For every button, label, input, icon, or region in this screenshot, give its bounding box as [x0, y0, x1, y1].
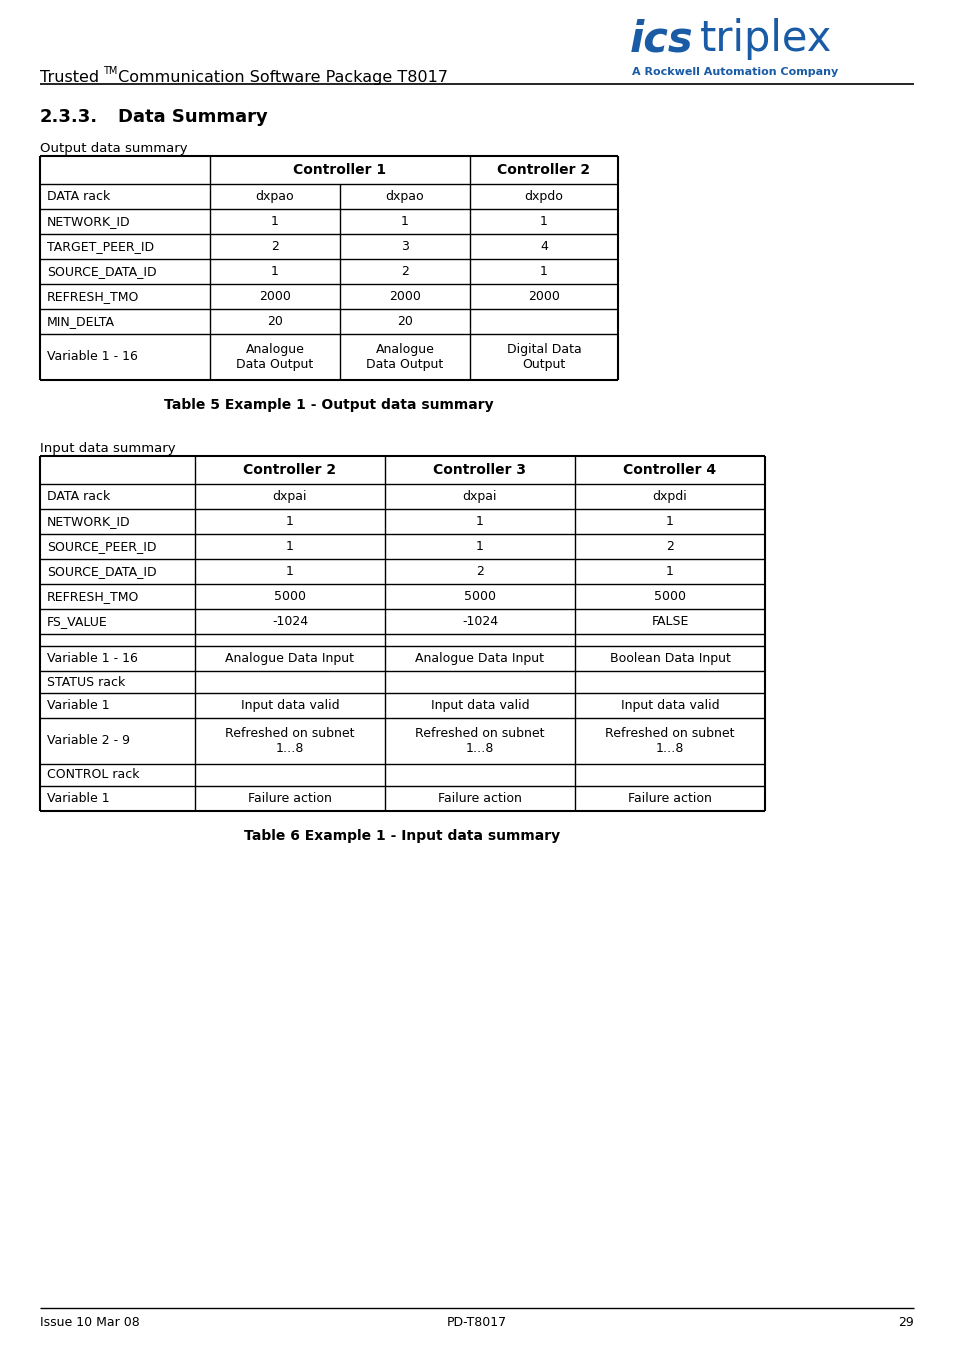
Text: REFRESH_TMO: REFRESH_TMO — [47, 590, 139, 603]
Text: 4: 4 — [539, 240, 547, 253]
Text: dxpai: dxpai — [462, 490, 497, 503]
Text: Table 6 Example 1 - Input data summary: Table 6 Example 1 - Input data summary — [244, 830, 560, 843]
Text: 1: 1 — [665, 565, 673, 578]
Text: 2000: 2000 — [389, 290, 420, 303]
Text: FALSE: FALSE — [651, 615, 688, 628]
Text: dxpdo: dxpdo — [524, 190, 563, 203]
Text: Issue 10 Mar 08: Issue 10 Mar 08 — [40, 1316, 139, 1329]
Text: STATUS rack: STATUS rack — [47, 676, 125, 689]
Text: Data Summary: Data Summary — [118, 108, 268, 126]
Text: NETWORK_ID: NETWORK_ID — [47, 215, 131, 228]
Text: Failure action: Failure action — [627, 792, 711, 805]
Text: 1: 1 — [271, 215, 278, 228]
Text: DATA rack: DATA rack — [47, 190, 111, 203]
Text: Variable 1: Variable 1 — [47, 698, 110, 712]
Text: Refreshed on subnet
1…8: Refreshed on subnet 1…8 — [415, 727, 544, 755]
Text: REFRESH_TMO: REFRESH_TMO — [47, 290, 139, 303]
Text: Input data valid: Input data valid — [240, 698, 339, 712]
Text: 2000: 2000 — [259, 290, 291, 303]
Text: SOURCE_DATA_ID: SOURCE_DATA_ID — [47, 565, 156, 578]
Text: Analogue Data Input: Analogue Data Input — [225, 653, 355, 665]
Text: Controller 3: Controller 3 — [433, 463, 526, 477]
Text: 2.3.3.: 2.3.3. — [40, 108, 98, 126]
Text: Variable 1 - 16: Variable 1 - 16 — [47, 653, 138, 665]
Text: Input data valid: Input data valid — [620, 698, 719, 712]
Text: 3: 3 — [400, 240, 409, 253]
Text: 1: 1 — [539, 215, 547, 228]
Text: Controller 2: Controller 2 — [497, 163, 590, 177]
Text: Variable 1 - 16: Variable 1 - 16 — [47, 350, 138, 363]
Text: 1: 1 — [271, 265, 278, 278]
Text: 5000: 5000 — [463, 590, 496, 603]
Text: Failure action: Failure action — [248, 792, 332, 805]
Text: 5000: 5000 — [274, 590, 306, 603]
Text: Variable 1: Variable 1 — [47, 792, 110, 805]
Text: Analogue
Data Output: Analogue Data Output — [236, 343, 314, 372]
Text: 1: 1 — [476, 515, 483, 528]
Text: 20: 20 — [396, 315, 413, 328]
Text: 1: 1 — [286, 515, 294, 528]
Text: Input data valid: Input data valid — [430, 698, 529, 712]
Text: Analogue
Data Output: Analogue Data Output — [366, 343, 443, 372]
Text: 1: 1 — [286, 565, 294, 578]
Text: 2: 2 — [665, 540, 673, 553]
Text: Input data summary: Input data summary — [40, 442, 175, 455]
Text: Controller 2: Controller 2 — [243, 463, 336, 477]
Text: Refreshed on subnet
1…8: Refreshed on subnet 1…8 — [225, 727, 355, 755]
Text: Controller 4: Controller 4 — [622, 463, 716, 477]
Text: 2000: 2000 — [528, 290, 559, 303]
Text: 5000: 5000 — [654, 590, 685, 603]
Text: 2: 2 — [400, 265, 409, 278]
Text: 1: 1 — [539, 265, 547, 278]
Text: DATA rack: DATA rack — [47, 490, 111, 503]
Text: Output data summary: Output data summary — [40, 142, 188, 155]
Text: CONTROL rack: CONTROL rack — [47, 769, 139, 781]
Text: SOURCE_PEER_ID: SOURCE_PEER_ID — [47, 540, 156, 553]
Text: 1: 1 — [476, 540, 483, 553]
Text: MIN_DELTA: MIN_DELTA — [47, 315, 115, 328]
Text: TARGET_PEER_ID: TARGET_PEER_ID — [47, 240, 154, 253]
Text: 2: 2 — [476, 565, 483, 578]
Text: Trusted: Trusted — [40, 70, 99, 85]
Text: Communication Software Package T8017: Communication Software Package T8017 — [112, 70, 448, 85]
Text: dxpai: dxpai — [273, 490, 307, 503]
Text: Digital Data
Output: Digital Data Output — [506, 343, 580, 372]
Text: Table 5 Example 1 - Output data summary: Table 5 Example 1 - Output data summary — [164, 399, 494, 412]
Text: dxpao: dxpao — [385, 190, 424, 203]
Text: Controller 1: Controller 1 — [294, 163, 386, 177]
Text: dxpdi: dxpdi — [652, 490, 687, 503]
Text: 1: 1 — [286, 540, 294, 553]
Text: 2: 2 — [271, 240, 278, 253]
Text: 20: 20 — [267, 315, 283, 328]
Text: Analogue Data Input: Analogue Data Input — [416, 653, 544, 665]
Text: Failure action: Failure action — [437, 792, 521, 805]
Text: NETWORK_ID: NETWORK_ID — [47, 515, 131, 528]
Text: -1024: -1024 — [461, 615, 497, 628]
Text: A Rockwell Automation Company: A Rockwell Automation Company — [631, 68, 838, 77]
Text: PD-T8017: PD-T8017 — [446, 1316, 507, 1329]
Text: 29: 29 — [898, 1316, 913, 1329]
Text: triplex: triplex — [700, 18, 832, 59]
Text: -1024: -1024 — [272, 615, 308, 628]
Text: 1: 1 — [400, 215, 409, 228]
Text: Refreshed on subnet
1…8: Refreshed on subnet 1…8 — [604, 727, 734, 755]
Text: 1: 1 — [665, 515, 673, 528]
Text: ics: ics — [629, 18, 693, 59]
Text: TM: TM — [103, 66, 117, 76]
Text: Variable 2 - 9: Variable 2 - 9 — [47, 735, 130, 747]
Text: FS_VALUE: FS_VALUE — [47, 615, 108, 628]
Text: Boolean Data Input: Boolean Data Input — [609, 653, 730, 665]
Text: dxpao: dxpao — [255, 190, 294, 203]
Text: SOURCE_DATA_ID: SOURCE_DATA_ID — [47, 265, 156, 278]
